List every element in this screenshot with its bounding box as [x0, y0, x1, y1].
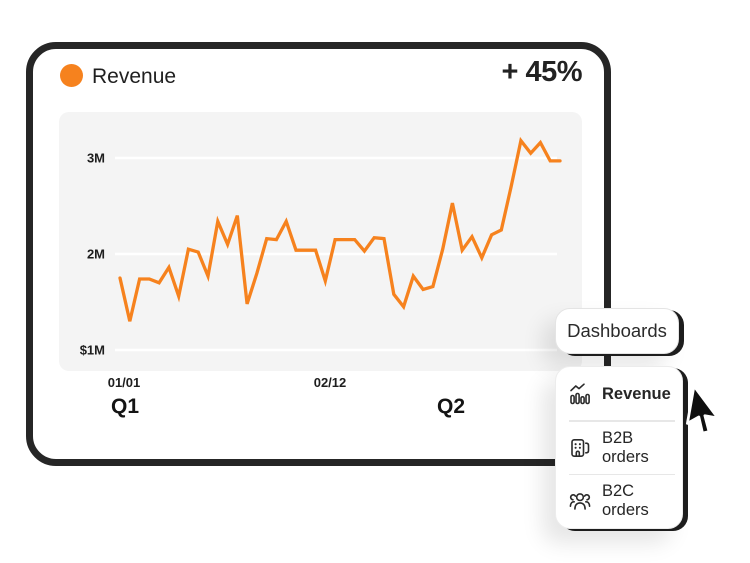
quarter-label-q2: Q2 — [436, 395, 465, 418]
x-tick-0101: 01/01 — [107, 375, 141, 390]
menu-item-b2c-orders[interactable]: B2C orders — [556, 475, 682, 527]
quarter-label-q1: Q1 — [110, 395, 139, 418]
people-group-icon — [569, 493, 591, 510]
menu-item-b2b-orders[interactable]: B2B orders — [556, 422, 682, 474]
svg-text:2M: 2M — [87, 247, 105, 262]
dashboards-button-label: Dashboards — [567, 320, 667, 341]
delta-badge: + 45% — [501, 56, 582, 88]
menu-item-revenue[interactable]: Revenue — [556, 368, 682, 420]
mouse-pointer-icon — [686, 384, 720, 435]
bar-line-chart-icon — [570, 383, 590, 405]
building-icon — [571, 438, 590, 457]
menu-divider — [569, 420, 675, 422]
dashboards-menu: Revenue B2B orders — [555, 366, 683, 529]
chart-canvas: $1M 2M 3M — [80, 136, 562, 358]
menu-item-label: B2B orders — [602, 428, 649, 466]
svg-text:3M: 3M — [87, 151, 105, 166]
x-tick-0212: 02/12 — [313, 375, 347, 390]
revenue-card: Revenue + 45% $1M 2M 3M 01/01 02/12 Q1 Q2 — [26, 42, 611, 466]
dashboards-button[interactable]: Dashboards — [555, 308, 679, 354]
menu-item-label: Revenue — [602, 384, 671, 403]
revenue-line-chart: $1M 2M 3M — [59, 112, 582, 371]
card-title: Revenue — [92, 65, 177, 88]
revenue-dot-icon — [60, 64, 83, 87]
menu-divider — [569, 473, 675, 475]
menu-item-label: B2C orders — [602, 482, 649, 519]
svg-text:$1M: $1M — [80, 343, 105, 358]
